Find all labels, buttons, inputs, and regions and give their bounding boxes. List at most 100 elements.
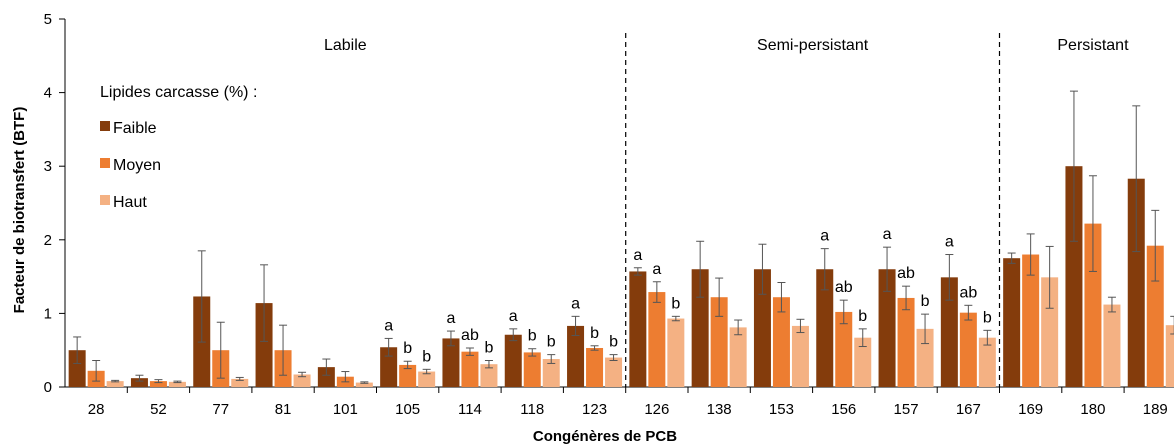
- y-tick-label: 3: [44, 158, 52, 175]
- bar: [523, 352, 541, 387]
- bar: [168, 381, 186, 387]
- significance-label: b: [403, 340, 412, 357]
- legend-swatch: [100, 195, 110, 205]
- bar: [1146, 245, 1164, 387]
- significance-label: a: [633, 247, 642, 264]
- bar: [461, 351, 479, 387]
- bar: [691, 269, 709, 387]
- significance-label: b: [484, 340, 493, 357]
- significance-label: b: [547, 334, 556, 351]
- bar: [504, 334, 522, 387]
- bar: [293, 374, 311, 387]
- bar: [1084, 223, 1102, 387]
- bar: [106, 381, 124, 387]
- bar: [255, 303, 273, 387]
- significance-label: b: [590, 325, 599, 342]
- group-label: Labile: [324, 37, 367, 54]
- y-tick-label: 5: [44, 11, 52, 28]
- bar: [835, 311, 853, 387]
- x-tick-label: 52: [150, 401, 167, 418]
- bar: [442, 338, 460, 387]
- bar: [567, 325, 585, 387]
- bar: [854, 337, 872, 387]
- bar: [710, 297, 728, 387]
- bar: [1003, 258, 1021, 387]
- bar: [648, 292, 666, 387]
- significance-label: ab: [835, 279, 853, 296]
- x-tick-label: 77: [212, 401, 229, 418]
- bar: [317, 367, 335, 387]
- significance-label: a: [509, 308, 518, 325]
- legend-label: Moyen: [113, 157, 161, 174]
- x-tick-label: 126: [644, 401, 669, 418]
- legend-swatch: [100, 158, 110, 168]
- bar: [399, 364, 417, 387]
- bar: [940, 277, 958, 387]
- bar: [729, 327, 747, 387]
- x-tick-label: 167: [956, 401, 981, 418]
- legend-label: Haut: [113, 194, 147, 211]
- y-tick-label: 2: [44, 232, 52, 249]
- bar: [753, 269, 771, 387]
- x-tick-label: 123: [582, 401, 607, 418]
- x-tick-label: 189: [1143, 401, 1168, 418]
- bar: [629, 271, 647, 387]
- x-tick-label: 81: [275, 401, 292, 418]
- bar: [816, 269, 834, 387]
- bar: [1065, 166, 1083, 387]
- bar: [130, 378, 148, 387]
- legend-title: Lipides carcasse (%) :: [100, 84, 257, 101]
- bar: [418, 371, 436, 387]
- y-tick-label: 0: [44, 379, 52, 396]
- bar: [1022, 254, 1040, 387]
- x-tick-label: 138: [707, 401, 732, 418]
- significance-label: b: [528, 328, 537, 345]
- x-tick-label: 169: [1018, 401, 1043, 418]
- significance-label: a: [571, 295, 580, 312]
- significance-label: b: [609, 334, 618, 351]
- bar: [916, 328, 934, 387]
- y-axis-title: Facteur de biotransfert (BTF): [11, 107, 28, 314]
- x-tick-label: 118: [520, 401, 544, 418]
- bar: [978, 337, 996, 387]
- significance-label: ab: [897, 265, 915, 282]
- significance-label: a: [945, 234, 954, 251]
- bar: [231, 378, 249, 387]
- x-tick-label: 157: [894, 401, 919, 418]
- x-tick-label: 153: [769, 401, 794, 418]
- bar: [1041, 277, 1059, 387]
- bar: [480, 364, 498, 387]
- bar: [878, 269, 896, 387]
- y-tick-label: 4: [44, 85, 52, 102]
- bars: [68, 90, 1174, 387]
- bar: [586, 347, 604, 387]
- bar: [380, 347, 398, 387]
- y-tick-label: 1: [44, 305, 52, 322]
- bar: [1127, 178, 1145, 387]
- x-tick-label: 101: [333, 401, 358, 418]
- bar: [149, 381, 167, 387]
- significance-label: a: [446, 310, 455, 327]
- significance-label: b: [983, 309, 992, 326]
- x-tick-label: 156: [831, 401, 856, 418]
- significance-label: b: [858, 308, 867, 325]
- bar: [959, 312, 977, 387]
- group-label: Persistant: [1057, 37, 1129, 54]
- x-tick-label: 180: [1080, 401, 1105, 418]
- bar: [68, 350, 86, 387]
- significance-label: a: [820, 228, 829, 245]
- significance-label: b: [671, 295, 680, 312]
- legend-swatch: [100, 121, 110, 131]
- bar: [355, 382, 373, 387]
- significance-label: ab: [461, 327, 479, 344]
- bar: [667, 318, 685, 387]
- x-tick-label: 114: [458, 401, 482, 418]
- group-label: Semi-persistant: [757, 37, 869, 54]
- x-axis-title: Congénères de PCB: [533, 428, 677, 445]
- significance-label: ab: [959, 284, 977, 301]
- significance-label: a: [384, 317, 393, 334]
- bar: [1165, 325, 1174, 387]
